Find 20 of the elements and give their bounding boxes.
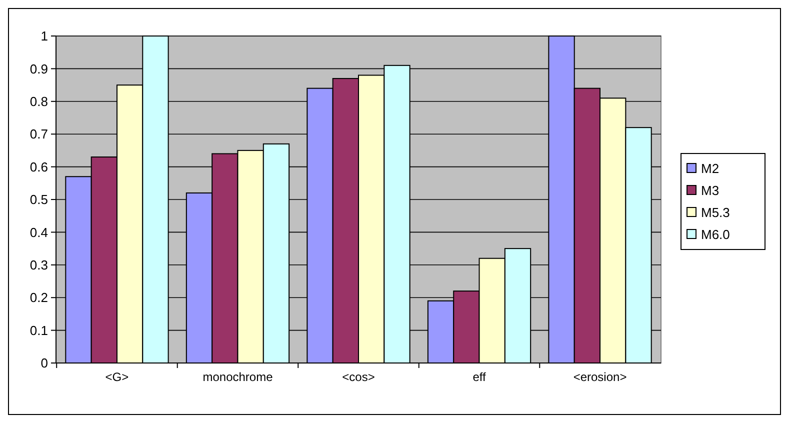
x-tick-label: <cos> xyxy=(342,370,375,384)
x-tick-label: eff xyxy=(472,370,486,384)
y-tick-label: 0.1 xyxy=(30,322,48,338)
legend-label: M6.0 xyxy=(701,227,730,242)
y-tick-label: 1 xyxy=(40,28,48,44)
y-tick-label: 0.8 xyxy=(30,94,48,109)
y-tick-label: 0.9 xyxy=(30,61,48,76)
y-tick-label: 0.6 xyxy=(30,159,48,174)
legend-label: M3 xyxy=(701,183,720,198)
y-tick-label: 0.3 xyxy=(30,257,48,272)
legend-label: M2 xyxy=(701,161,720,176)
y-tick-label: 0.2 xyxy=(30,290,48,306)
y-tick-label: 0.7 xyxy=(30,126,48,142)
legend-label: M5.3 xyxy=(701,205,730,220)
y-tick-label: 0 xyxy=(40,356,48,371)
y-tick-label: 0.4 xyxy=(30,224,48,240)
x-tick-label: <erosion> xyxy=(573,370,627,384)
x-tick-label: <G> xyxy=(105,370,129,384)
y-tick-label: 0.5 xyxy=(30,192,48,208)
x-tick-label: monochrome xyxy=(202,370,274,384)
